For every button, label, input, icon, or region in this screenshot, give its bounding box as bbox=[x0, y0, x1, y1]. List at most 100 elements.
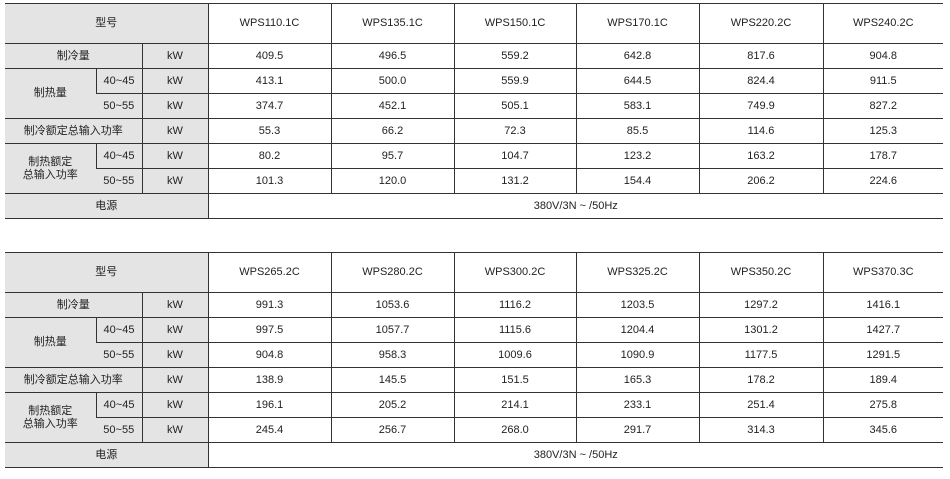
cooling-capacity-label: 制冷量 bbox=[5, 43, 142, 69]
unit-label: kW bbox=[141, 292, 208, 318]
range-label: 50~55 bbox=[96, 168, 142, 194]
table-row: 50~55 kW 101.3 120.0 131.2 154.4 206.2 224.6 bbox=[5, 168, 943, 194]
model-name: WPS265.2C bbox=[207, 252, 331, 293]
heating-power-value: 154.4 bbox=[575, 168, 699, 194]
heating-capacity-value: 500.0 bbox=[330, 68, 454, 94]
heating-capacity-value: 374.7 bbox=[207, 93, 331, 119]
cooling-power-value: 138.9 bbox=[207, 367, 331, 393]
model-name: WPS300.2C bbox=[453, 252, 576, 293]
model-name: WPS280.2C bbox=[330, 252, 454, 293]
range-label: 50~55 bbox=[96, 417, 142, 443]
heating-power-value: 104.7 bbox=[453, 143, 576, 169]
heating-capacity-value: 559.9 bbox=[453, 68, 576, 94]
cooling-power-value: 55.3 bbox=[207, 118, 331, 144]
unit-label: kW bbox=[141, 68, 208, 94]
range-label: 40~45 bbox=[95, 143, 142, 169]
cooling-power-value: 189.4 bbox=[822, 367, 943, 393]
cooling-power-value: 151.5 bbox=[453, 367, 576, 393]
table-row: 50~55 kW 904.8 958.3 1009.6 1090.9 1177.5 1291.… bbox=[5, 342, 943, 368]
cooling-capacity-value: 1203.5 bbox=[575, 292, 699, 318]
table-row: 制冷额定总输入功率 kW 55.3 66.2 72.3 85.5 114.6 125.3 bbox=[5, 118, 943, 144]
heating-power-value: 163.2 bbox=[698, 143, 823, 169]
heating-power-value: 120.0 bbox=[330, 168, 454, 194]
heating-capacity-value: 452.1 bbox=[330, 93, 454, 119]
heating-capacity-value: 911.5 bbox=[822, 68, 943, 94]
power-supply-value: 380V/3N ~ /50Hz bbox=[207, 193, 943, 219]
heating-capacity-value: 1009.6 bbox=[453, 342, 576, 368]
unit-label: kW bbox=[141, 417, 208, 443]
heating-power-label-line: 制热额定 bbox=[28, 404, 73, 417]
heating-capacity-value: 1204.4 bbox=[575, 317, 699, 343]
unit-label: kW bbox=[141, 93, 208, 119]
cooling-power-value: 178.2 bbox=[698, 367, 823, 393]
heating-power-value: 256.7 bbox=[330, 417, 454, 443]
heating-power-value: 178.7 bbox=[822, 143, 943, 169]
cooling-power-label: 制冷额定总输入功率 bbox=[5, 118, 142, 144]
spec-table-2: 型号 WPS265.2C WPS280.2C WPS300.2C WPS325.2C WP… bbox=[5, 252, 943, 468]
heating-capacity-value: 505.1 bbox=[453, 93, 576, 119]
cooling-capacity-value: 904.8 bbox=[822, 43, 943, 69]
cooling-power-label: 制冷额定总输入功率 bbox=[5, 367, 142, 393]
heating-power-value: 123.2 bbox=[575, 143, 699, 169]
model-name: WPS220.2C bbox=[698, 3, 823, 44]
model-name: WPS150.1C bbox=[453, 3, 576, 44]
model-name: WPS325.2C bbox=[575, 252, 699, 293]
cooling-capacity-value: 1416.1 bbox=[822, 292, 943, 318]
heating-power-value: 206.2 bbox=[698, 168, 823, 194]
heating-capacity-value: 1177.5 bbox=[698, 342, 823, 368]
heating-capacity-value: 997.5 bbox=[207, 317, 331, 343]
table-row: 电源 380V/3N ~ /50Hz bbox=[5, 442, 943, 468]
unit-label: kW bbox=[141, 317, 208, 343]
spec-table-1: 型号 WPS110.1C WPS135.1C WPS150.1C WPS170.1C WP… bbox=[5, 3, 943, 219]
table-row: 电源 380V/3N ~ /50Hz bbox=[5, 193, 943, 219]
cooling-capacity-value: 409.5 bbox=[207, 43, 331, 69]
table-row: 制冷量 kW 409.5 496.5 559.2 642.8 817.6 904.8 bbox=[5, 43, 943, 69]
heating-power-label: 制热额定 总输入功率 bbox=[5, 143, 96, 194]
heating-power-value: 196.1 bbox=[207, 392, 331, 418]
cooling-power-value: 125.3 bbox=[822, 118, 943, 144]
table-row: 型号 WPS110.1C WPS135.1C WPS150.1C WPS170.1C WP… bbox=[5, 3, 943, 44]
heating-power-value: 224.6 bbox=[822, 168, 943, 194]
heating-power-value: 314.3 bbox=[698, 417, 823, 443]
table-row: 制冷额定总输入功率 kW 138.9 145.5 151.5 165.3 178.2 189.… bbox=[5, 367, 943, 393]
unit-label: kW bbox=[141, 168, 208, 194]
model-label: 型号 bbox=[5, 252, 208, 293]
heating-power-value: 80.2 bbox=[207, 143, 331, 169]
heating-power-value: 95.7 bbox=[330, 143, 454, 169]
heating-power-label: 制热额定 总输入功率 bbox=[5, 392, 96, 443]
table-row: 制冷量 kW 991.3 1053.6 1116.2 1203.5 1297.2 1416.1 bbox=[5, 292, 943, 318]
cooling-capacity-value: 1053.6 bbox=[330, 292, 454, 318]
range-label: 40~45 bbox=[95, 68, 142, 94]
cooling-power-value: 145.5 bbox=[330, 367, 454, 393]
power-supply-value: 380V/3N ~ /50Hz bbox=[207, 442, 943, 468]
heating-capacity-value: 824.4 bbox=[698, 68, 823, 94]
cooling-power-value: 72.3 bbox=[453, 118, 576, 144]
heating-capacity-value: 1291.5 bbox=[822, 342, 943, 368]
heating-power-label-line: 制热额定 bbox=[28, 155, 73, 168]
table-row: 制热额定 总输入功率 40~45 kW 196.1 205.2 214.1 233.1 251.… bbox=[5, 392, 943, 443]
heating-capacity-value: 1301.2 bbox=[698, 317, 823, 343]
heating-power-value: 245.4 bbox=[207, 417, 331, 443]
cooling-power-value: 114.6 bbox=[698, 118, 823, 144]
heating-capacity-value: 958.3 bbox=[330, 342, 454, 368]
unit-label: kW bbox=[141, 118, 208, 144]
heating-power-value: 291.7 bbox=[575, 417, 699, 443]
heating-capacity-value: 1090.9 bbox=[575, 342, 699, 368]
table-row: 制热额定 总输入功率 40~45 kW 80.2 95.7 104.7 123.2 163.2 1… bbox=[5, 143, 943, 194]
unit-label: kW bbox=[141, 342, 208, 368]
heating-power-value: 205.2 bbox=[330, 392, 454, 418]
cooling-power-value: 85.5 bbox=[575, 118, 699, 144]
power-supply-label: 电源 bbox=[5, 193, 208, 219]
heating-capacity-value: 1115.6 bbox=[453, 317, 576, 343]
heating-power-value: 251.4 bbox=[698, 392, 823, 418]
cooling-capacity-value: 559.2 bbox=[453, 43, 576, 69]
model-name: WPS240.2C bbox=[822, 3, 943, 44]
cooling-capacity-value: 642.8 bbox=[575, 43, 699, 69]
heating-power-value: 214.1 bbox=[453, 392, 576, 418]
unit-label: kW bbox=[141, 143, 208, 169]
range-label: 40~45 bbox=[95, 317, 142, 343]
table-row: 50~55 kW 374.7 452.1 505.1 583.1 749.9 827.2 bbox=[5, 93, 943, 119]
heating-power-value: 101.3 bbox=[207, 168, 331, 194]
cooling-capacity-label: 制冷量 bbox=[5, 292, 142, 318]
heating-capacity-value: 413.1 bbox=[207, 68, 331, 94]
